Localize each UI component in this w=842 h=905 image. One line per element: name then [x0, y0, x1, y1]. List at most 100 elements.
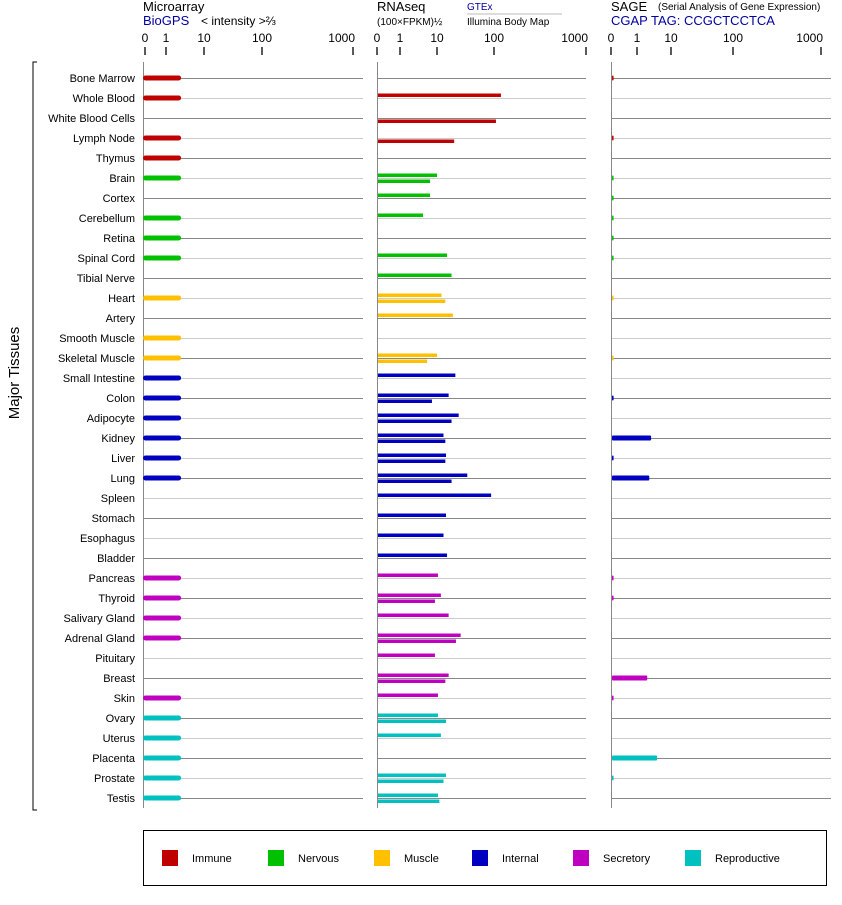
- rnaseq-illumina-bar: [378, 419, 452, 423]
- microarray-bar: [143, 155, 182, 161]
- microarray-bar: [143, 435, 182, 441]
- microarray-bar: [143, 695, 182, 701]
- legend-swatch-secretory: [573, 850, 589, 866]
- rnaseq-gtex-bar: [378, 413, 459, 417]
- rnaseq-gtex-bar: [378, 613, 449, 617]
- legend-swatch-immune: [162, 850, 178, 866]
- rnaseq-illumina-bar: [378, 139, 455, 143]
- rnaseq-illumina-bar: [378, 439, 446, 443]
- rnaseq-gtex-bar: [378, 733, 441, 737]
- microarray-bar: [143, 355, 182, 361]
- tick-label: 10: [197, 31, 211, 45]
- microarray-bar: [143, 335, 182, 341]
- legend-label: Immune: [192, 853, 232, 865]
- tissue-label: Salivary Gland: [63, 613, 135, 625]
- sage-bar: [612, 235, 614, 241]
- illumina-label: Illumina Body Map: [467, 17, 550, 28]
- rnaseq-gtex-bar: [378, 513, 447, 517]
- tissue-label: Brain: [109, 173, 135, 185]
- sage-note: (Serial Analysis of Gene Expression): [658, 2, 820, 13]
- sage-bar: [612, 175, 614, 181]
- rnaseq-gtex-bar: [378, 673, 449, 677]
- gtex-label: GTEx: [467, 2, 493, 13]
- rnaseq-illumina-bar: [378, 299, 446, 303]
- legend-label: Internal: [502, 853, 539, 865]
- microarray-bar: [143, 415, 182, 421]
- tissue-label: Breast: [103, 673, 135, 685]
- sage-bar: [612, 475, 650, 481]
- tissue-label: Esophagus: [80, 533, 136, 545]
- tissue-label: Lung: [111, 473, 135, 485]
- tissue-label: Adipocyte: [87, 413, 135, 425]
- tick-label: 10: [430, 31, 444, 45]
- tissue-label: White Blood Cells: [48, 113, 135, 125]
- sage-bar: [612, 435, 652, 441]
- legend-label: Nervous: [298, 853, 339, 865]
- microarray-bar: [143, 255, 182, 261]
- rnaseq-gtex-bar: [378, 393, 449, 397]
- rnaseq-gtex-bar: [378, 793, 438, 797]
- rnaseq-illumina-bar: [378, 679, 446, 683]
- microarray-bar: [143, 135, 182, 141]
- tissue-label: Cerebellum: [79, 213, 135, 225]
- microarray-bar: [143, 715, 182, 721]
- rnaseq-gtex-bar: [378, 593, 441, 597]
- microarray-title: Microarray: [143, 0, 205, 14]
- sage-bar: [612, 395, 614, 401]
- legend-swatch-reproductive: [685, 850, 701, 866]
- rnaseq-gtex-bar: [378, 193, 431, 197]
- tissue-label: Testis: [107, 793, 136, 805]
- rnaseq-title: RNAseq: [377, 0, 425, 14]
- rnaseq-gtex-bar: [378, 433, 444, 437]
- tick-label: 1000: [561, 31, 588, 45]
- microarray-bar: [143, 375, 182, 381]
- rnaseq-illumina-bar: [378, 119, 496, 123]
- rnaseq-gtex-bar: [378, 93, 501, 97]
- sage-bar: [612, 135, 614, 141]
- tissue-label: Bone Marrow: [70, 73, 135, 85]
- tissue-label: Heart: [108, 293, 135, 305]
- tissue-label: Skin: [114, 693, 135, 705]
- microarray-bar: [143, 475, 182, 481]
- rnaseq-gtex-bar: [378, 353, 437, 357]
- microarray-bar: [143, 735, 182, 741]
- legend-label: Secretory: [603, 853, 651, 865]
- fpkm-label: (100×FPKM)½: [377, 17, 443, 28]
- tissue-label: Colon: [106, 393, 135, 405]
- biogps-label: BioGPS: [143, 13, 190, 28]
- legend-label: Reproductive: [715, 853, 780, 865]
- microarray-bar: [143, 755, 182, 761]
- rnaseq-illumina-bar: [378, 359, 428, 363]
- rnaseq-illumina-bar: [378, 799, 440, 803]
- sage-title: SAGE: [611, 0, 647, 14]
- rnaseq-gtex-bar: [378, 653, 435, 657]
- rnaseq-gtex-bar: [378, 713, 438, 717]
- rnaseq-illumina-bar: [378, 399, 432, 403]
- rnaseq-gtex-bar: [378, 473, 468, 477]
- microarray-bar: [143, 775, 182, 781]
- tick-label: 0: [142, 31, 149, 45]
- microarray-bar: [143, 575, 182, 581]
- intensity-label: < intensity >⅔: [201, 14, 276, 28]
- rnaseq-gtex-bar: [378, 313, 453, 317]
- tick-label: 1000: [328, 31, 355, 45]
- tissue-label: Liver: [111, 453, 135, 465]
- tissue-group-bracket: [32, 61, 37, 811]
- rnaseq-illumina-bar: [378, 459, 446, 463]
- microarray-bar: [143, 175, 182, 181]
- microarray-bar: [143, 215, 182, 221]
- tissue-label: Tibial Nerve: [77, 273, 135, 285]
- sage-bar: [612, 755, 658, 761]
- tissue-label: Adrenal Gland: [65, 633, 135, 645]
- tissue-label: Prostate: [94, 773, 135, 785]
- tissue-label: Whole Blood: [73, 93, 135, 105]
- rnaseq-illumina-bar: [378, 179, 431, 183]
- rnaseq-illumina-bar: [378, 639, 456, 643]
- tick-label: 0: [608, 31, 615, 45]
- rnaseq-gtex-bar: [378, 553, 448, 557]
- legend-label: Muscle: [404, 853, 439, 865]
- microarray-bar: [143, 795, 182, 801]
- rnaseq-gtex-bar: [378, 773, 447, 777]
- tissue-label: Skeletal Muscle: [58, 353, 135, 365]
